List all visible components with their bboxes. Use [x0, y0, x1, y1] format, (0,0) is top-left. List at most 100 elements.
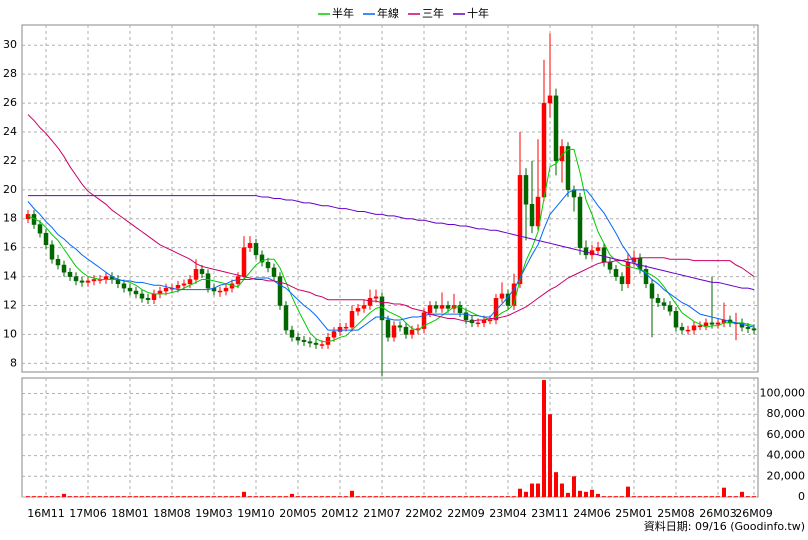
y2-tick-label: 100,000: [760, 387, 806, 400]
volume-bar: [530, 483, 534, 497]
x-tick-label: 19M03: [195, 507, 233, 520]
volume-bar: [518, 488, 522, 497]
volume-bar: [554, 472, 558, 497]
x-tick-label: 18M08: [153, 507, 191, 520]
candle-body: [289, 329, 295, 338]
volume-bar: [212, 496, 216, 497]
volume-bar: [656, 496, 660, 497]
candle-body: [265, 261, 271, 269]
legend-label: 十年: [467, 6, 489, 20]
candle-body: [307, 341, 313, 344]
candle-body: [403, 326, 409, 335]
y-tick-label: 12: [3, 298, 17, 311]
volume-bar: [266, 496, 270, 497]
candle-body: [199, 269, 205, 274]
volume-bar: [488, 496, 492, 497]
candle-body: [421, 312, 427, 329]
volume-bar: [140, 496, 144, 497]
ma-line: [27, 189, 755, 331]
candle-body: [37, 224, 43, 234]
candle-body: [391, 325, 397, 338]
volume-bar: [404, 496, 408, 497]
candle-body: [457, 305, 463, 313]
volume-bar: [104, 496, 108, 497]
volume-bar: [254, 496, 258, 497]
volume-bar: [98, 496, 102, 497]
volume-bar: [116, 496, 120, 497]
volume-bar: [740, 491, 744, 497]
candle-body: [619, 276, 625, 285]
volume-bar: [152, 496, 156, 497]
volume-bar: [218, 496, 222, 497]
candle-body: [535, 196, 541, 227]
candle-body: [205, 273, 211, 289]
candle-body: [679, 326, 685, 331]
candle-body: [217, 290, 223, 293]
y-tick-label: 22: [3, 154, 17, 167]
x-tick-label: 26M09: [735, 507, 773, 520]
volume-bar: [692, 496, 696, 497]
candle-body: [541, 102, 547, 198]
volume-bar: [350, 490, 354, 497]
volume-bar: [80, 496, 84, 497]
volume-bar: [704, 496, 708, 497]
y2-tick-label: 20,000: [767, 469, 806, 482]
volume-bar: [608, 496, 612, 497]
volume-bar: [482, 496, 486, 497]
volume-bar: [422, 496, 426, 497]
candle-body: [499, 293, 505, 299]
volume-bar: [596, 493, 600, 497]
candle-body: [139, 293, 145, 299]
candle-body: [259, 254, 265, 263]
candle-body: [529, 204, 535, 227]
x-tick-label: 19M10: [237, 507, 275, 520]
volume-bar: [674, 496, 678, 497]
x-tick-label: 23M04: [489, 507, 527, 520]
candle-body: [745, 326, 751, 329]
candle-body: [643, 269, 649, 285]
volume-bar: [290, 493, 294, 497]
candle-body: [163, 287, 169, 292]
candle-body: [175, 285, 181, 289]
candle-body: [313, 342, 319, 345]
candle-body: [301, 339, 307, 342]
x-tick-label: 22M02: [405, 507, 443, 520]
candle-body: [277, 276, 283, 306]
volume-bar: [248, 496, 252, 497]
candle-body: [475, 322, 481, 325]
candle-body: [751, 328, 757, 331]
x-tick-label: 23M11: [531, 507, 569, 520]
y2-tick-label: 80,000: [767, 407, 806, 420]
candle-body: [85, 280, 91, 283]
volume-bar: [458, 496, 462, 497]
y-tick-label: 18: [3, 212, 17, 225]
candle-body: [343, 326, 349, 329]
volume-bar: [734, 496, 738, 497]
candle-body: [283, 305, 289, 331]
candle-body: [649, 283, 655, 299]
volume-bar: [230, 496, 234, 497]
y-tick-label: 26: [3, 96, 17, 109]
volume-bar: [698, 496, 702, 497]
volume-bar: [566, 492, 570, 497]
legend-label: 半年: [332, 6, 354, 20]
candle-body: [709, 322, 715, 325]
volume-bar: [650, 496, 654, 497]
ma-line: [28, 195, 755, 291]
candle-body: [331, 331, 337, 338]
volume-bar: [506, 496, 510, 497]
volume-bar: [314, 496, 318, 497]
candle-body: [223, 287, 229, 292]
volume-bar: [620, 496, 624, 497]
volume-bar: [500, 496, 504, 497]
volume-bar: [146, 496, 150, 497]
volume-bar: [128, 496, 132, 497]
volume-bar: [338, 496, 342, 497]
candle-body: [247, 243, 253, 248]
volume-bar: [284, 496, 288, 497]
candle-body: [715, 322, 721, 325]
x-tick-label: 26M03: [699, 507, 737, 520]
volume-bar: [752, 496, 756, 497]
volume-bar: [332, 496, 336, 497]
volume-bar: [578, 490, 582, 497]
